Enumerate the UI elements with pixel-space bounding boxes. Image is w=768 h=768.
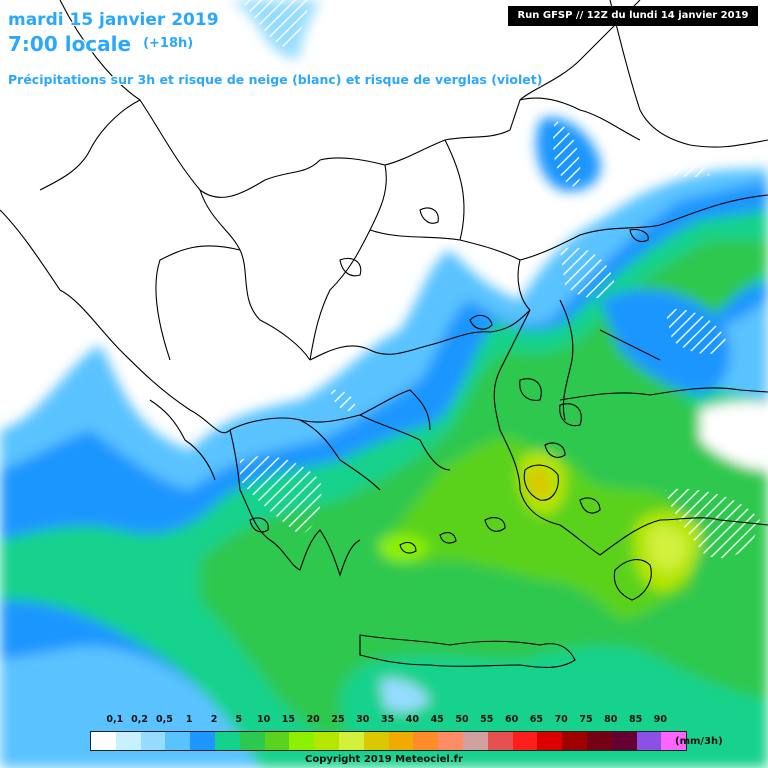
legend-swatch [289, 732, 315, 750]
legend-swatch [661, 732, 687, 750]
legend-label: 2 [210, 714, 218, 725]
legend-label: 15 [281, 714, 295, 725]
legend-label: 80 [604, 714, 618, 725]
forecast-time: 7:00 locale [8, 32, 132, 56]
legend-label: 0,5 [155, 714, 173, 725]
legend-label: 10 [256, 714, 271, 725]
legend-swatch [91, 732, 116, 750]
country-borders [0, 0, 768, 441]
legend-swatch [512, 732, 538, 750]
legend-swatch [140, 732, 166, 750]
legend-swatch [338, 732, 364, 750]
legend-label: 20 [306, 714, 320, 725]
legend-unit: (mm/3h) [675, 736, 723, 747]
legend-label: 45 [430, 714, 444, 725]
legend-swatch [214, 732, 240, 750]
legend-label: 60 [504, 714, 519, 725]
model-run-label: Run GFSP // 12Z du lundi 14 janvier 2019 [508, 6, 758, 26]
legend-label: 40 [405, 714, 419, 725]
coastlines [149, 207, 768, 668]
legend-swatch [537, 732, 563, 750]
legend-label: 65 [529, 714, 543, 725]
legend-label: 0,2 [131, 714, 149, 725]
legend-label: 55 [480, 714, 494, 725]
map-description: Précipitations sur 3h et risque de neige… [8, 72, 543, 87]
forecast-lead-time: (+18h) [143, 36, 194, 51]
legend-label: 0,1 [106, 714, 124, 725]
legend-label: 90 [653, 714, 667, 725]
legend-swatch [264, 732, 290, 750]
legend-label: 50 [455, 714, 469, 725]
legend-swatch [611, 732, 637, 750]
copyright-notice: Copyright 2019 Meteociel.fr [305, 754, 463, 765]
legend-label: 30 [356, 714, 370, 725]
legend-swatch [115, 732, 141, 750]
legend-color-scale [90, 731, 688, 751]
legend-swatch [438, 732, 463, 750]
legend-swatch [462, 732, 488, 750]
legend-swatch [239, 732, 265, 750]
legend-label: 25 [331, 714, 345, 725]
legend-label: 5 [235, 714, 243, 725]
legend-swatch [165, 732, 191, 750]
legend-label: 1 [185, 714, 193, 725]
legend-swatch [586, 732, 612, 750]
legend-swatch [413, 732, 439, 750]
legend-label: 85 [628, 714, 643, 725]
forecast-time-line: 7:00 locale (+18h) [8, 32, 193, 56]
legend-label: 75 [579, 714, 593, 725]
legend-swatch [636, 732, 662, 750]
legend-label: 35 [380, 714, 395, 725]
forecast-date: mardi 15 janvier 2019 [8, 10, 219, 30]
legend-swatch [314, 732, 339, 750]
legend-labels: 0,1 0,2 0,5 1 2 5 10 15 20 25 30 35 40 45 50 55 60 65 70 75… [88, 714, 667, 728]
legend-swatch [190, 732, 215, 750]
legend-swatch [363, 732, 389, 750]
legend-swatch [487, 732, 513, 750]
legend-label: 70 [554, 714, 568, 725]
legend-swatch [562, 732, 587, 750]
legend-swatch [388, 732, 414, 750]
snow-risk-hatching [240, 0, 760, 559]
